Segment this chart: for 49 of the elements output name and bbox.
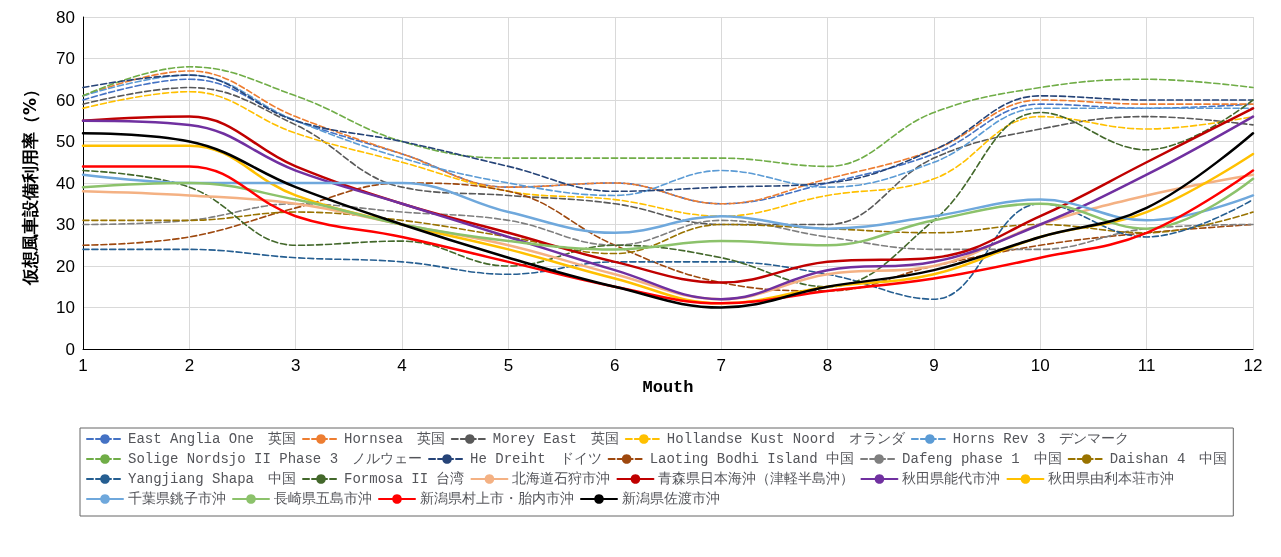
y-tick-label: 30 [56,215,75,234]
x-axis-title: Mouth [642,378,694,397]
legend-label: Formosa II 台湾 [344,471,465,487]
legend-label: Laoting Bodhi Island 中国 [649,451,855,467]
line-series [81,173,1255,235]
y-tick-label: 20 [56,256,75,276]
legend-label: Yangjiang Shapa 中国 [128,471,297,487]
x-tick-label: 1 [78,356,88,375]
legend-label: 千葉県銚子市沖 [128,491,226,507]
y-tick-label: 0 [65,339,75,359]
y-tick-label: 80 [56,7,75,27]
line-series [82,211,1254,255]
legend-label: Daishan 4 中国 [1109,451,1228,467]
x-tick-label: 6 [610,356,620,375]
y-axis-title: 仮想風車設備利用率（%） [19,80,40,287]
legend-label: 秋田県由利本荘市沖 [1048,471,1175,487]
legend-label: 新潟県村上市・胎内市沖 [420,491,574,507]
x-tick-label: 4 [397,356,407,375]
y-tick-label: 60 [56,90,75,110]
legend-label: East Anglia One 英国 [128,431,297,447]
x-tick-label: 10 [1030,356,1050,375]
legend-label: 新潟県佐渡市沖 [622,491,720,507]
x-tick-label: 9 [929,356,939,375]
legend-label: 秋田県能代市沖 [902,471,1001,487]
legend-label: Hollandse Kust Noord オランダ [666,431,906,447]
line-series [82,202,1254,251]
legend-label: Morey East 英国 [492,431,619,447]
legend-label: Solige Nordsjo II Phase 3 ノルウェー [128,451,423,467]
legend-label: Horns Rev 3 デンマーク [952,431,1130,447]
x-tick-label: 12 [1243,356,1263,375]
y-tick-label: 40 [56,173,75,193]
legend-label: Dafeng phase 1 中国 [902,451,1062,467]
legend-label: 青森県日本海沖（津軽半島沖） [658,471,855,487]
x-tick-label: 7 [716,356,726,375]
legend-label: 北海道石狩市沖 [512,471,611,487]
y-tick-label: 50 [56,132,75,151]
x-tick-label: 2 [184,356,195,375]
x-tick-label: 5 [503,356,514,375]
y-tick-label: 70 [56,49,75,68]
legend-label: He Dreiht ドイツ [470,451,602,467]
line-series [82,66,1254,168]
line-series [82,198,1254,300]
legend-label: 長崎県五島市沖 [274,491,372,507]
legend-label: Hornsea 英国 [344,431,445,447]
x-tick-label: 8 [822,356,833,375]
line-series [81,177,1255,251]
x-tick-label: 3 [290,356,301,375]
y-tick-label: 10 [56,298,75,317]
x-tick-label: 11 [1137,356,1156,375]
